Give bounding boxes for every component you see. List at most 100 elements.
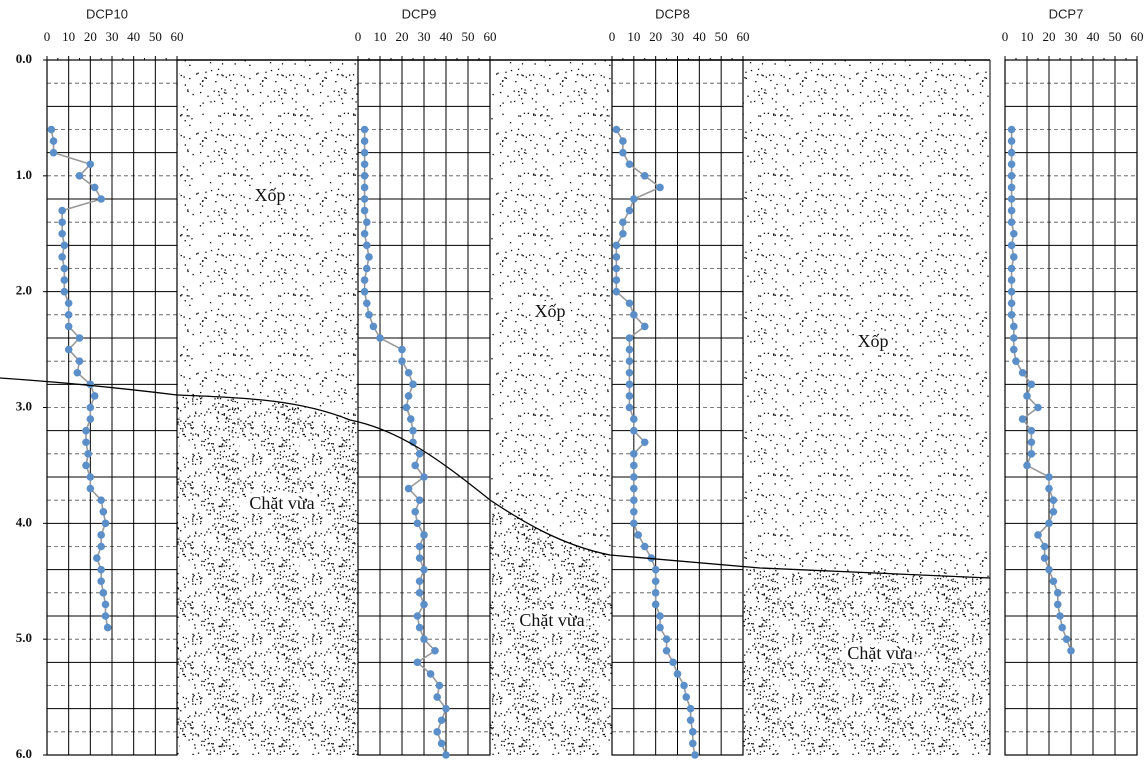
dcp-point [61,242,69,250]
dcp-point [652,566,660,574]
x-tick-label: 50 [715,29,728,44]
zone-label: Chặt vừa [249,493,314,513]
dcp-point [91,184,99,192]
dcp-point [613,288,621,296]
dcp-point [442,705,450,713]
x-tick-label: 40 [440,29,453,44]
dcp-point [87,473,95,481]
dcp-point [1012,357,1020,365]
dcp-point [1010,230,1018,238]
dcp-point [438,716,446,724]
dcp-point [630,508,638,516]
dcp-point [361,207,369,215]
zone-label: Xốp [535,301,566,321]
dcp-point [433,728,441,736]
dcp-point [1008,137,1016,145]
x-tick-label: 60 [484,29,497,44]
x-tick-label: 40 [1087,29,1100,44]
dcp-point [626,369,634,377]
dcp-point [1008,265,1016,273]
dcp-point [634,531,642,539]
dcp-point [361,149,369,157]
dcp-point [97,195,105,203]
dcp-point [398,357,406,365]
dcp-point [656,184,664,192]
dcp-point [414,520,422,528]
dcp-point [416,554,424,562]
dcp-point [689,740,697,748]
dcp-point [102,520,110,528]
dcp-point [58,218,66,226]
dcp-point [361,160,369,168]
dcp-point [65,299,73,307]
x-tick-label: 10 [62,29,75,44]
dcp-point [1008,242,1016,250]
dcp-point [407,415,415,423]
dcp-point [1050,577,1058,585]
dcp-point [1019,369,1027,377]
dcp-point [361,230,369,238]
y-tick-label: 4.0 [16,514,32,529]
x-tick-label: 10 [374,29,387,44]
dcp-point [1023,462,1031,470]
dcp-point [76,334,84,342]
dcp-point [1008,172,1016,180]
dcp-point [102,612,110,620]
dcp-point [626,160,634,168]
x-tick-label: 60 [1131,29,1144,44]
x-tick-label: 20 [396,29,409,44]
dcp-point [1010,334,1018,342]
dcp-point [630,462,638,470]
dcp-point [76,172,84,180]
dcp-point [1010,346,1018,354]
dcp-point [97,577,105,585]
dcp-point [436,682,444,690]
dcp-point [97,543,105,551]
dcp-point [1008,311,1016,319]
x-tick-label: 40 [127,29,140,44]
dcp-point [641,323,649,331]
dcp-point [1067,647,1075,655]
x-tick-label: 60 [171,29,184,44]
x-tick-label: 50 [149,29,162,44]
x-tick-label: 20 [84,29,97,44]
dcp-point [1063,635,1071,643]
y-tick-label: 1.0 [16,167,32,182]
dcp-point [361,137,369,145]
dcp-point [613,253,621,261]
dcp-point [416,624,424,632]
dcp-point [416,589,424,597]
dcp-point [626,357,634,365]
dcp-point [97,496,105,504]
dcp-point [1019,415,1027,423]
dcp-point [1056,612,1064,620]
dcp-point [431,647,439,655]
dcp-point [420,473,428,481]
dcp-point [82,438,90,446]
y-tick-label: 0.0 [16,51,32,66]
dcp-point [1054,589,1062,597]
dcp-point [363,265,371,273]
dcp-point [87,381,95,389]
dcp-point [74,369,82,377]
x-tick-label: 30 [671,29,684,44]
dcp-point [1010,253,1018,261]
dcp-point [1028,450,1036,458]
dcp-point [1058,624,1066,632]
dcp-point [1008,207,1016,215]
dcp-point [1045,520,1053,528]
dcp-point [1008,184,1016,192]
dcp-point [656,612,664,620]
dcp-point [652,601,660,609]
dcp-point [626,346,634,354]
dcp-point [416,577,424,585]
dcp-point [1041,543,1049,551]
x-tick-label: 10 [1021,29,1034,44]
dcp-point [1008,149,1016,157]
dcp-point [65,323,73,331]
dcp-point [361,288,369,296]
x-tick-label: 30 [418,29,431,44]
dcp-point [1028,381,1036,389]
dcp-point [1028,438,1036,446]
dcp-point [630,496,638,504]
